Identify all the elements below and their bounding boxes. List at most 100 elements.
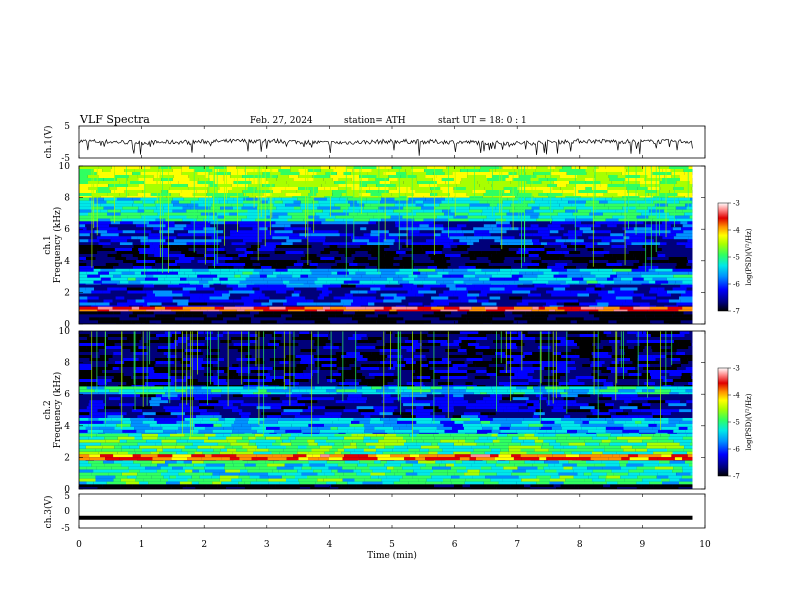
- spectrogram-cell-band-7: [228, 346, 243, 349]
- spectrogram-cell-band-6: [598, 209, 616, 213]
- spectrogram-cell-band-6: [383, 209, 394, 213]
- spectrogram-cell-band-4: [275, 423, 292, 427]
- spectrogram-cell-band-4: [278, 260, 298, 263]
- spectrogram-cell-band-5: [199, 406, 215, 410]
- spectrogram-cell-band-3: [220, 280, 240, 284]
- spectrogram-cell-band-2: [577, 293, 590, 297]
- spectrogram-cell-band-7: [559, 175, 577, 178]
- spectrogram-cell-band-7: [638, 352, 648, 355]
- spectrogram-cell-band-0: [120, 311, 133, 315]
- spectrogram-cell-band-5: [459, 403, 475, 407]
- spectrogram-cell-band-4: [351, 420, 360, 424]
- spectrogram-cell-band-3: [558, 271, 575, 275]
- spectrogram-cell-band-2: [130, 293, 147, 297]
- spectrogram-cell-band-1: [104, 463, 122, 467]
- spectrogram-cell-band-1: [445, 463, 454, 467]
- spectrogram-cell-band-2: [269, 299, 287, 303]
- spectrogram-cell-band-2: [110, 284, 127, 288]
- spectrogram-cell-band-1: [324, 309, 337, 312]
- spectrogram-cell-band-5: [281, 412, 300, 416]
- spectrogram-cell-band-5: [195, 236, 212, 240]
- spectrogram-cell-band-6: [594, 215, 613, 219]
- spectrogram-cell-band-3: [613, 283, 627, 285]
- spectrogram-cell-band-0: [131, 320, 150, 324]
- spectrogram-cell-band-7: [213, 193, 225, 196]
- spectrogram-cell-band-1: [471, 306, 485, 310]
- spectrogram-cell-band-4: [319, 417, 339, 421]
- ch1-colorbar: -3-4-5-6-7 log(PSD)(V²/Hz): [717, 200, 753, 316]
- spectrogram-cell-band-7: [209, 178, 224, 181]
- spectrogram-cell-band-6: [300, 206, 318, 210]
- spectrogram-cell-band-4: [611, 432, 629, 434]
- spectrogram-cell-band-1: [450, 466, 466, 470]
- spectrogram-cell-band-1: [284, 463, 303, 467]
- spectrogram-cell-band-4: [117, 245, 134, 248]
- spectrogram-cell-band-5: [191, 233, 208, 237]
- spectrogram-cell-band-7: [499, 340, 508, 343]
- spectrogram-cell-band-6: [622, 386, 637, 390]
- spectrogram-cell-band-1: [462, 460, 475, 464]
- spectrogram-cell-band-6: [439, 203, 452, 207]
- spectrogram-cell-band-1: [356, 472, 371, 476]
- spectrogram-cell-band-2: [430, 302, 449, 306]
- spectrogram-cell-band-7: [247, 172, 263, 175]
- spectrogram-cell-band-4: [159, 245, 171, 248]
- spectrogram-cell-band-5: [658, 233, 677, 237]
- spectrogram-cell-band-1: [628, 472, 640, 476]
- spectrogram-cell-band-1: [288, 309, 305, 312]
- spectrogram-cell-band-5: [290, 403, 305, 407]
- spectrogram-cell-band-7: [79, 346, 87, 349]
- spectrogram-cell-band-7: [666, 355, 676, 358]
- spectrogram-cell-band-7: [325, 343, 334, 346]
- spectrogram-cell-band-0: [365, 484, 377, 488]
- spectrogram-cell-band-2: [539, 299, 559, 303]
- spectrogram-cell-band-5: [533, 242, 541, 245]
- spectrogram-cell-band-1: [128, 466, 146, 470]
- spectrogram-cell-band-4: [334, 257, 341, 260]
- spectrogram-cell-band-5: [79, 415, 92, 418]
- spectrogram-cell-band-2: [209, 284, 227, 288]
- spectrogram-cell-band-6: [137, 209, 145, 213]
- spectrogram-cell-band-5: [691, 409, 693, 413]
- spectrogram-cell-band-7: [535, 169, 554, 172]
- spectrogram-cell-band-7: [346, 190, 367, 193]
- spectrogram-cell-band-3: [560, 283, 568, 285]
- spectrogram-cell-band-4: [312, 420, 333, 424]
- spectrogram-cell-band-3: [317, 277, 337, 281]
- spectrogram-cell-band-5: [379, 412, 393, 416]
- spectrogram-cell-band-4: [595, 266, 613, 269]
- spectrogram-cell-band-5: [623, 409, 632, 413]
- spectrogram-cell-band-3: [496, 436, 513, 440]
- spectrogram-cell-band-6: [639, 203, 655, 207]
- spectrogram-cell-band-4: [612, 266, 632, 269]
- spectrogram-cell-band-2: [600, 454, 613, 458]
- spectrogram-cell-band-5: [676, 242, 686, 245]
- spectrogram-cell-band-7: [651, 346, 661, 349]
- spectrogram-cell-band-6: [437, 215, 454, 219]
- spectrogram-cell-band-6: [219, 200, 228, 204]
- spectrogram-cell-band-2: [589, 293, 599, 297]
- spectrogram-cell-band-1: [247, 469, 260, 473]
- spectrogram-cell-band-7: [441, 352, 452, 355]
- spectrogram-cell-band-1: [544, 460, 559, 464]
- spectrogram-cell-band-3: [255, 448, 269, 452]
- spectrogram-cell-band-4: [113, 266, 133, 269]
- spectrogram-cell-band-3: [127, 277, 136, 281]
- spectrogram-cell-band-2: [267, 457, 287, 461]
- spectrogram-cell-band-3: [439, 445, 454, 449]
- spectrogram-cell-band-7: [366, 184, 376, 187]
- spectrogram-cell-band-3: [416, 433, 434, 437]
- spectrogram-cell-band-3: [93, 280, 102, 284]
- spectrogram-cell-band-4: [658, 245, 677, 248]
- spectrogram-cell-band-0: [513, 320, 528, 324]
- spectrogram-cell-band-1: [281, 475, 295, 479]
- spectrogram-cell-band-2: [492, 284, 506, 288]
- spectrogram-cell-band-7: [145, 187, 155, 190]
- spectrogram-cell-band-2: [155, 293, 172, 297]
- spectrogram-cell-band-6: [612, 215, 627, 219]
- spectrogram-cell-band-1: [633, 306, 650, 310]
- spectrogram-cell-band-5: [325, 406, 346, 410]
- spectrogram-cell-band-7: [626, 169, 643, 172]
- spectrogram-cell-band-4: [366, 260, 382, 263]
- spectrogram-cell-band-2: [637, 454, 652, 458]
